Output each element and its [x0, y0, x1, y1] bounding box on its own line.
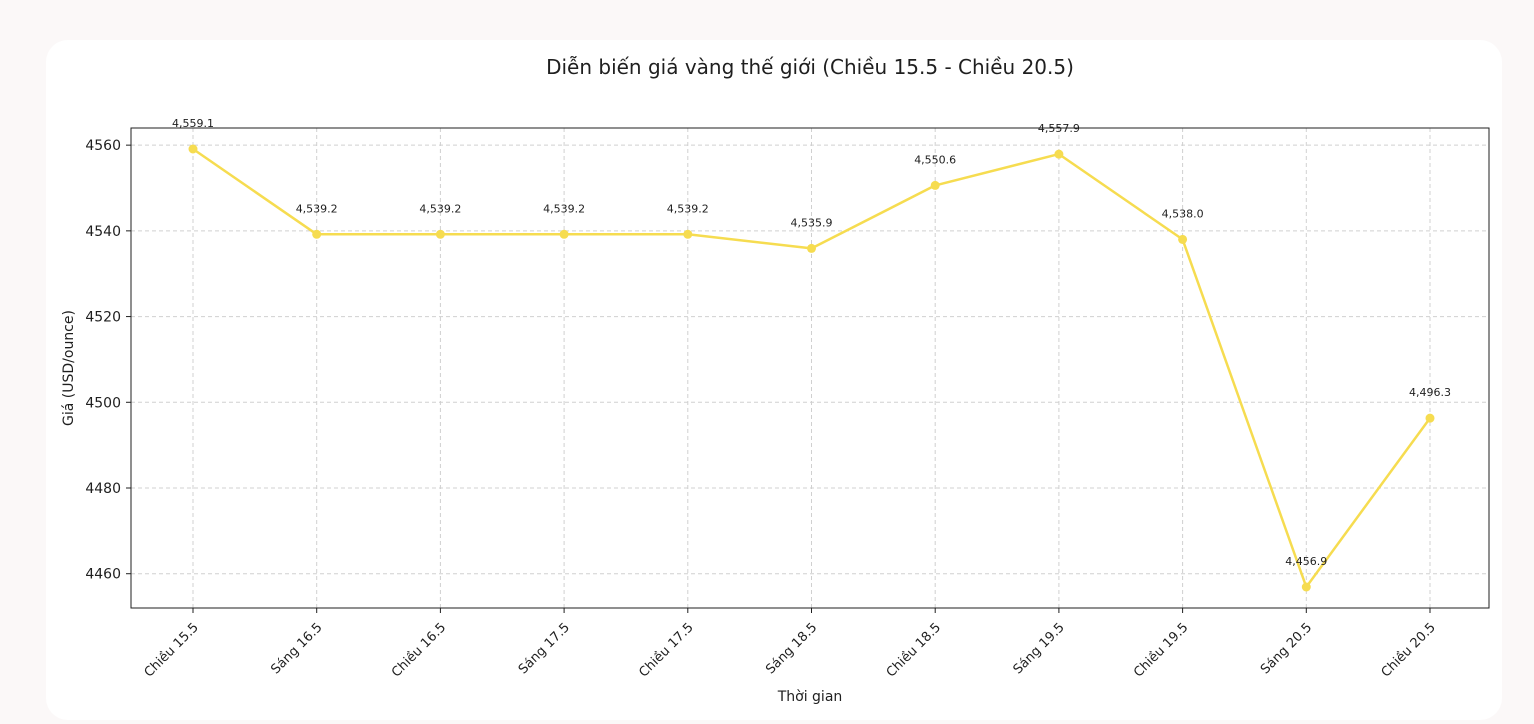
data-point: [1301, 582, 1311, 592]
x-tick-label: Sáng 17.5: [516, 620, 573, 677]
chart-title: Diễn biến giá vàng thế giới (Chiều 15.5 …: [546, 55, 1074, 79]
plot-frame: [130, 127, 1490, 609]
data-point: [1054, 149, 1064, 159]
data-point: [807, 243, 816, 253]
data-label: 4,539.2: [296, 202, 338, 215]
data-label: 4,538.0: [1162, 207, 1204, 220]
y-tick-label: 4480: [85, 481, 121, 497]
y-tick-label: 4500: [85, 395, 121, 411]
data-label: 4,557.9: [1038, 122, 1080, 135]
data-label: 4,539.2: [419, 202, 461, 215]
series: [188, 144, 1435, 592]
data-label: 4,535.9: [791, 216, 833, 229]
data-point: [188, 144, 198, 154]
data-point: [1425, 413, 1435, 423]
data-point: [312, 229, 322, 239]
y-axis: 4460 4480 4500 4520 4540 4560: [85, 138, 131, 583]
data-point: [683, 229, 693, 239]
x-tick-label: Sáng 18.5: [763, 620, 820, 677]
data-point: [930, 180, 940, 190]
data-labels: 4,559.1 4,539.2 4,539.2 4,539.2 4,539.2 4,535…: [172, 117, 1451, 568]
x-tick-label: Chiều 19.5: [1131, 620, 1191, 680]
data-point: [435, 229, 445, 239]
data-label: 4,559.1: [172, 117, 214, 130]
data-label: 4,550.6: [914, 153, 956, 166]
x-tick-label: Chiều 20.5: [1379, 620, 1439, 680]
x-axis-title: Thời gian: [777, 689, 843, 705]
x-tick-label: Sáng 16.5: [268, 620, 325, 677]
data-label: 4,496.3: [1409, 386, 1451, 399]
x-tick-label: Chiều 18.5: [884, 620, 944, 680]
x-tick-label: Chiều 15.5: [142, 620, 202, 680]
chart-card: [46, 40, 1502, 720]
y-tick-label: 4540: [85, 224, 121, 240]
data-label: 4,539.2: [667, 202, 709, 215]
data-label: 4,539.2: [543, 202, 585, 215]
y-tick-label: 4460: [85, 567, 121, 583]
y-tick-label: 4520: [85, 310, 121, 326]
data-point: [559, 229, 569, 239]
grid: [131, 128, 1489, 608]
x-tick-label: Sáng 20.5: [1258, 620, 1315, 677]
data-label: 4,456.9: [1285, 555, 1327, 568]
x-tick-label: Sáng 19.5: [1011, 620, 1068, 677]
y-tick-label: 4560: [85, 138, 121, 154]
y-axis-title: Giá (USD/ounce): [61, 310, 77, 426]
x-tick-label: Chiều 16.5: [389, 620, 449, 680]
x-axis: Chiều 15.5 Sáng 16.5 Chiều 16.5 Sáng 17.5 Ch…: [142, 608, 1439, 681]
data-point: [1178, 234, 1188, 244]
x-tick-label: Chiều 17.5: [636, 620, 696, 680]
